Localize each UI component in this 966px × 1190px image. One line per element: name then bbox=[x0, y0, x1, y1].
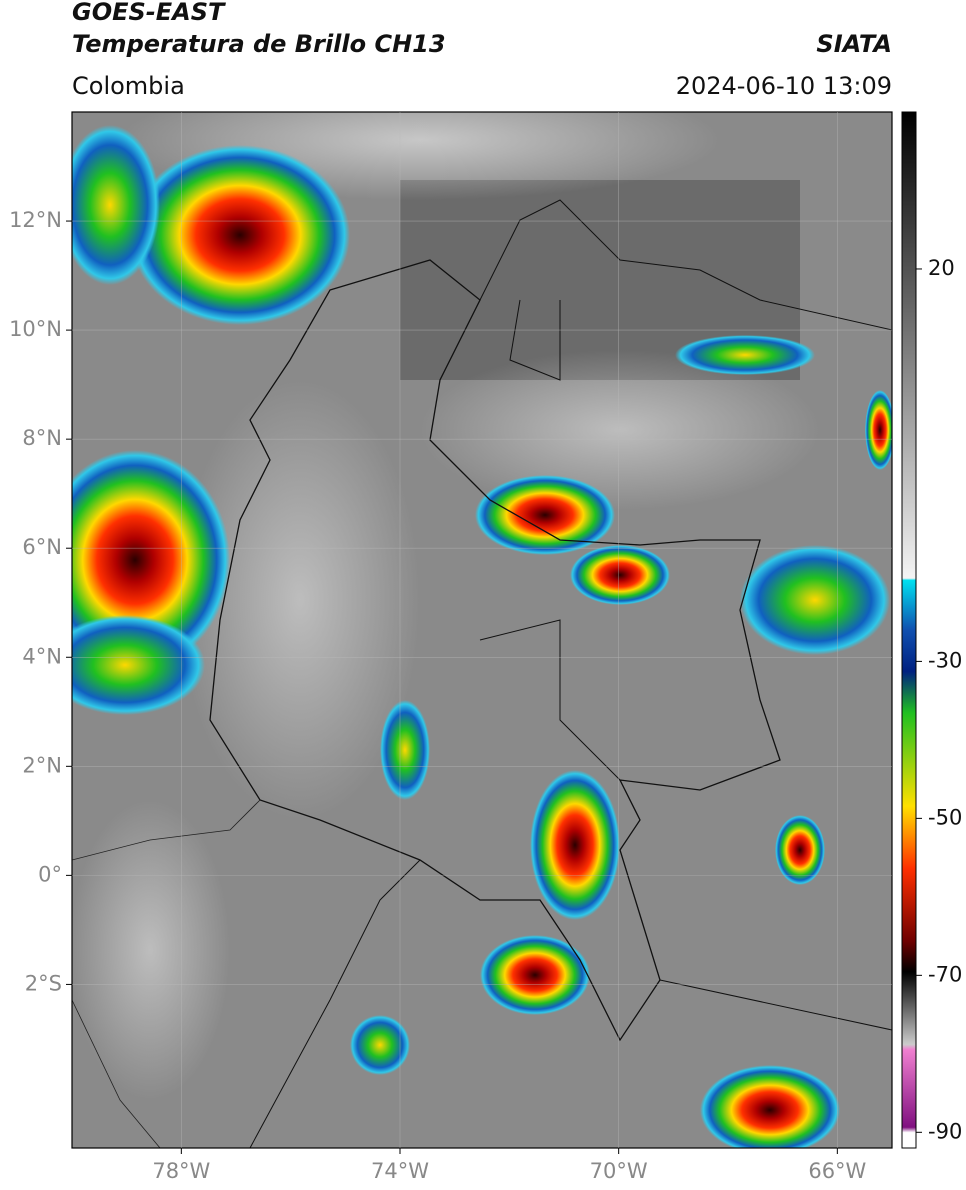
lon-tick-label: 74°W bbox=[371, 1159, 429, 1183]
region: Colombia bbox=[72, 72, 185, 100]
datetime: 2024-06-10 13:09 bbox=[676, 72, 892, 100]
colorbar-tick-label: -30 bbox=[928, 648, 962, 672]
lat-tick-label: 4°N bbox=[22, 644, 62, 668]
lat-tick-label: 12°N bbox=[9, 208, 62, 232]
colorbar-tick-label: -70 bbox=[928, 962, 962, 986]
colorbar bbox=[901, 111, 917, 1149]
lat-tick-label: 6°N bbox=[22, 535, 62, 559]
imagery bbox=[72, 112, 892, 1148]
agency: SIATA bbox=[816, 30, 892, 58]
colorbar-tick-label: -50 bbox=[928, 805, 962, 829]
lon-tick-label: 66°W bbox=[808, 1159, 866, 1183]
lat-tick-label: 8°N bbox=[22, 426, 62, 450]
lat-tick-label: 2°S bbox=[25, 971, 62, 995]
lon-tick-label: 70°W bbox=[590, 1159, 648, 1183]
title: GOES-EAST bbox=[72, 0, 226, 26]
lon-tick-label: 78°W bbox=[152, 1159, 210, 1183]
lat-tick-label: 0° bbox=[38, 862, 62, 886]
subtitle: Temperatura de Brillo CH13 bbox=[72, 30, 446, 58]
lat-tick-label: 2°N bbox=[22, 753, 62, 777]
lat-tick-label: 10°N bbox=[9, 317, 62, 341]
map-frame bbox=[71, 111, 893, 1149]
colorbar-tick-label: -90 bbox=[928, 1119, 962, 1143]
colorbar-tick-label: 20 bbox=[928, 256, 955, 280]
